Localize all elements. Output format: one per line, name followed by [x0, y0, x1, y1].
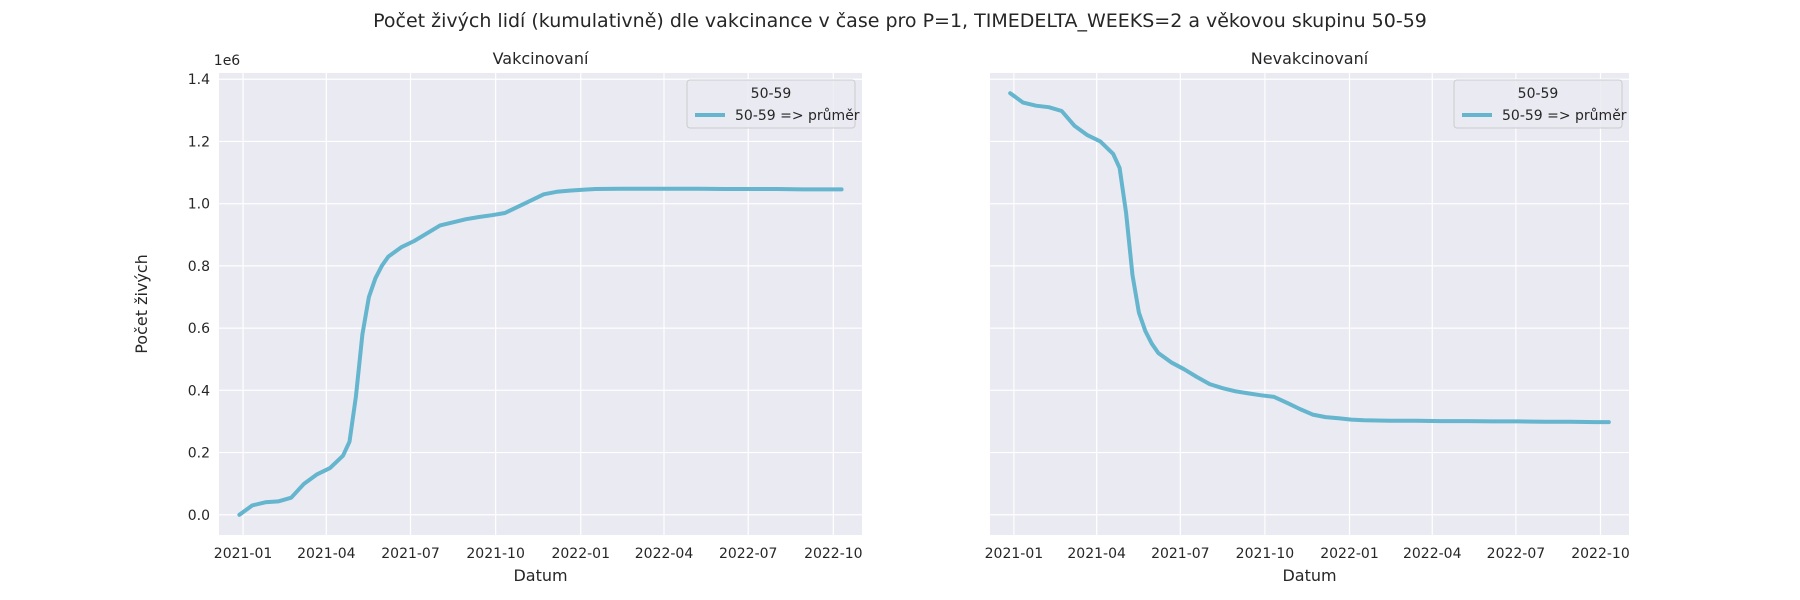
- x-tick-label: 2022-04: [635, 546, 694, 562]
- y-tick-label: 1.2: [188, 134, 210, 150]
- x-tick-label: 2022-10: [1571, 546, 1630, 562]
- legend-entry: 50-59 => průměr: [735, 108, 860, 124]
- x-tick-label: 2022-04: [1403, 546, 1462, 562]
- y-tick-label: 1.0: [188, 197, 210, 213]
- legend-box: [1453, 79, 1623, 129]
- legend-title: 50-59: [1518, 86, 1559, 102]
- y-tick-label: 1.4: [188, 72, 210, 88]
- x-axis-label: Datum: [513, 566, 567, 585]
- subplot-title: Vakcinovaní: [493, 49, 589, 68]
- figure-suptitle: Počet živých lidí (kumulativně) dle vakc…: [373, 10, 1427, 32]
- x-tick-label: 2021-01: [985, 546, 1044, 562]
- series-line: [1008, 91, 1611, 425]
- x-tick-label: 2021-04: [1067, 546, 1126, 562]
- x-tick-label: 2022-07: [1487, 546, 1546, 562]
- legend-entry: 50-59 => průměr: [1502, 108, 1627, 124]
- series-line: [237, 186, 844, 517]
- y-axis-label: Počet živých: [132, 254, 151, 354]
- x-tick-label: 2021-01: [214, 546, 273, 562]
- y-tick-label: 0.0: [188, 508, 210, 524]
- x-tick-label: 2021-07: [1151, 546, 1210, 562]
- x-tick-label: 2021-04: [297, 546, 356, 562]
- subplot-title: Nevakcinovaní: [1251, 49, 1369, 68]
- x-tick-label: 2022-07: [719, 546, 778, 562]
- y-tick-label: 0.4: [188, 383, 210, 399]
- y-offset-label: 1e6: [214, 53, 241, 69]
- legend-title: 50-59: [751, 86, 792, 102]
- legend-box: [686, 79, 856, 129]
- x-tick-label: 2022-10: [804, 546, 863, 562]
- x-axis-label: Datum: [1282, 566, 1336, 585]
- plot-area: [219, 73, 862, 535]
- legend: 50-59 50-59 => průměr: [1453, 79, 1627, 129]
- plot-area: [990, 73, 1629, 535]
- subplot-vakcinovani: 2021-01 2021-04 2021-07 2021-10 2022-01 2022-…: [132, 49, 863, 585]
- y-tick-label: 0.8: [188, 259, 210, 275]
- subplot-nevakcinovani: 2021-01 2021-04 2021-07 2021-10 2022-01 2022-…: [985, 49, 1630, 585]
- x-tick-label: 2022-01: [1320, 546, 1379, 562]
- y-tick-label: 0.6: [188, 321, 210, 337]
- x-tick-label: 2021-07: [381, 546, 440, 562]
- legend: 50-59 50-59 => průměr: [686, 79, 860, 129]
- x-tick-label: 2021-10: [466, 546, 525, 562]
- y-tick-label: 0.2: [188, 446, 210, 462]
- x-tick-label: 2021-10: [1236, 546, 1295, 562]
- x-tick-label: 2022-01: [551, 546, 610, 562]
